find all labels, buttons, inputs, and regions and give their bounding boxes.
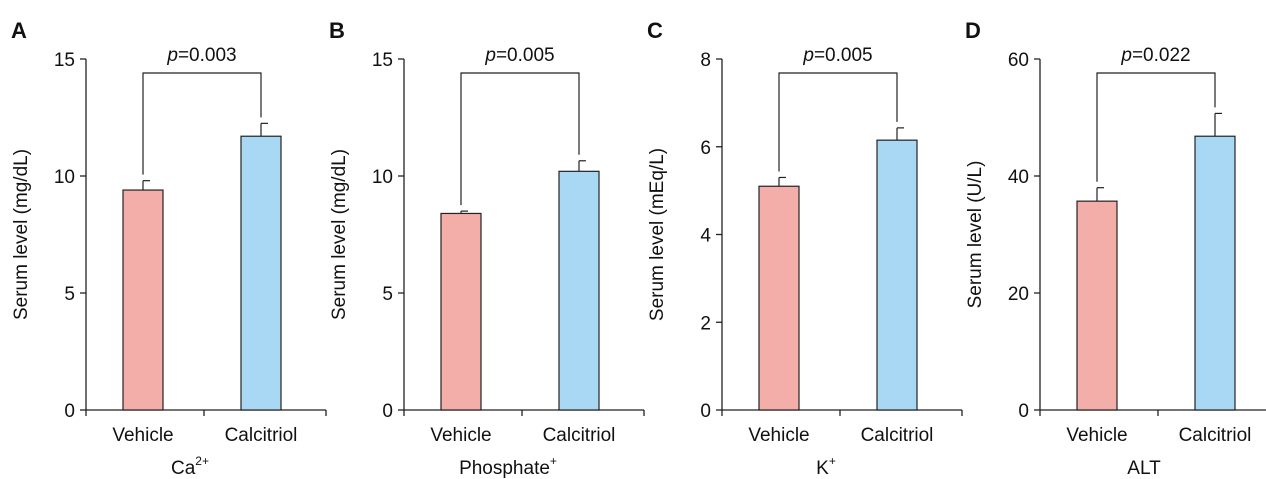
y-tick-label: 15 <box>372 50 393 71</box>
x-axis-title-text: ALT <box>1127 458 1161 479</box>
y-axis-title: Serum level (mEq/L) <box>647 148 668 321</box>
p-value-symbol: p <box>166 45 178 66</box>
bar-vehicle <box>758 185 800 411</box>
y-tick-label: 0 <box>1018 401 1029 422</box>
p-value-label: p=0.003 <box>166 45 236 66</box>
x-axis-title-text: K <box>816 458 829 479</box>
y-axis-title: Serum level (mg/dL) <box>329 149 350 320</box>
x-tick-label: Vehicle <box>112 425 173 446</box>
bar-calcitriol <box>558 170 600 411</box>
p-value-number: =0.005 <box>814 45 873 66</box>
panel-label: C <box>647 18 663 43</box>
p-value-symbol: p <box>802 45 814 66</box>
x-tick-label: Vehicle <box>430 425 491 446</box>
significance-bracket <box>778 72 898 172</box>
p-value-number: =0.022 <box>1132 45 1191 66</box>
x-axis-title-text: Ca <box>171 458 196 479</box>
x-axis-title: Phosphate+ <box>459 454 557 479</box>
x-axis-title: K+ <box>816 454 836 479</box>
bar-calcitriol <box>876 139 918 411</box>
y-tick-label: 10 <box>54 167 75 188</box>
y-tick-label: 15 <box>54 50 75 71</box>
x-axis-title: Ca2+ <box>171 454 209 479</box>
bar-calcitriol <box>1194 135 1236 411</box>
y-tick-label: 10 <box>372 167 393 188</box>
y-tick-label: 4 <box>700 226 711 247</box>
chart-panel-d: D 0 20 40 60 Vehicle Calcitriol p=0.022 Serum le… <box>965 18 1266 479</box>
y-tick-label: 40 <box>1008 167 1029 188</box>
y-tick-label: 0 <box>700 401 711 422</box>
significance-bracket <box>1096 72 1216 182</box>
x-axis-title-superscript: + <box>550 454 557 468</box>
x-tick-label: Calcitriol <box>861 425 934 446</box>
bar-vehicle <box>122 189 164 411</box>
p-value-number: =0.005 <box>496 45 555 66</box>
panel-label: B <box>329 18 345 43</box>
x-tick-label: Vehicle <box>748 425 809 446</box>
x-axis-title-superscript: 2+ <box>195 454 209 468</box>
significance-bracket <box>460 72 580 206</box>
p-value-number: =0.003 <box>178 45 237 66</box>
bar-vehicle <box>1076 200 1118 411</box>
x-tick-label: Vehicle <box>1066 425 1127 446</box>
y-tick-label: 5 <box>64 284 75 305</box>
p-value-symbol: p <box>484 45 496 66</box>
p-value-label: p=0.005 <box>802 45 872 66</box>
y-tick-label: 6 <box>700 138 711 159</box>
x-axis-title-superscript: + <box>829 454 836 468</box>
x-tick-label: Calcitriol <box>225 425 298 446</box>
bar-calcitriol <box>240 135 282 411</box>
y-tick-label: 0 <box>382 401 393 422</box>
p-value-label: p=0.022 <box>1120 45 1190 66</box>
chart-panel-c: C 0 2 4 6 8 Vehicle Calcitriol p=0.005 Serum leve… <box>647 18 963 479</box>
x-axis-title-text: Phosphate <box>459 458 550 479</box>
chart-panel-a: A 0 5 10 15 Vehicle Calcitriol p=0.003 Serum lev… <box>11 18 327 479</box>
y-tick-label: 8 <box>700 50 711 71</box>
significance-bracket <box>142 72 262 175</box>
y-tick-label: 2 <box>700 313 711 334</box>
y-tick-label: 20 <box>1008 284 1029 305</box>
x-tick-label: Calcitriol <box>1179 425 1252 446</box>
p-value-label: p=0.005 <box>484 45 554 66</box>
y-tick-label: 60 <box>1008 50 1029 71</box>
x-axis-title: ALT <box>1127 458 1161 479</box>
panel-label: D <box>965 18 981 43</box>
x-tick-label: Calcitriol <box>543 425 616 446</box>
y-axis-title: Serum level (U/L) <box>965 161 986 309</box>
chart-panel-b: B 0 5 10 15 Vehicle Calcitriol p=0.005 Serum lev… <box>329 18 645 479</box>
y-tick-label: 5 <box>382 284 393 305</box>
y-axis-title: Serum level (mg/dL) <box>11 149 32 320</box>
bar-vehicle <box>440 212 482 411</box>
y-tick-label: 0 <box>64 401 75 422</box>
p-value-symbol: p <box>1120 45 1132 66</box>
panel-label: A <box>11 18 27 43</box>
